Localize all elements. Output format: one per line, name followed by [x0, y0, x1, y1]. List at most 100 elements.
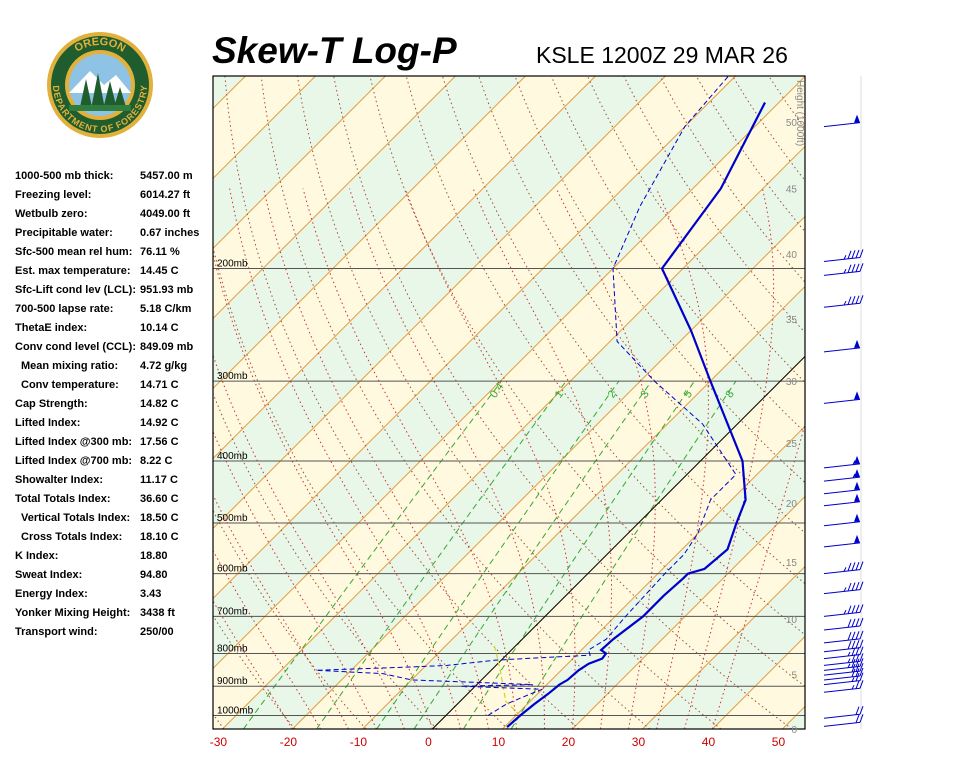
wind-barb-shaft [823, 398, 861, 404]
isotherm-line [502, 425, 805, 729]
isotherm-line [572, 495, 805, 729]
wind-barb-shaft [823, 569, 861, 575]
wind-barb-flag [859, 604, 864, 613]
wind-barb-flag [855, 640, 860, 649]
wind-barb-flag [847, 640, 852, 650]
wind-barb-pennant [854, 455, 860, 464]
dry-adiabat [213, 509, 367, 729]
height-tick-label: 30 [786, 377, 798, 388]
wind-barb-flag [859, 706, 864, 715]
wind-barb-flag [851, 618, 856, 628]
temperature-trace [506, 101, 766, 728]
stat-label: Sfc-Lift cond lev (LCL): [15, 284, 136, 296]
wind-barb-shaft [823, 542, 861, 548]
dry-adiabat [369, 76, 805, 688]
isobar-label: 200mb [217, 258, 248, 269]
logo-ground [69, 105, 131, 111]
wind-barb-half-flag [847, 658, 851, 663]
isobar-label: 900mb [217, 676, 248, 687]
height-tick-label: 5 [791, 671, 797, 682]
wind-barb-flag [855, 249, 860, 259]
wind-barb-flag [851, 582, 856, 591]
dry-adiabat [405, 76, 805, 636]
wind-barb-flag [859, 714, 864, 723]
logo-top-text: OREGON [73, 36, 128, 55]
wind-barb-flag [859, 680, 864, 689]
logo-tree-1 [80, 79, 92, 107]
isobar-label: 1000mb [217, 705, 254, 716]
wind-barb [823, 667, 864, 681]
isobar-label: 600mb [217, 564, 248, 575]
stat-value: 5.18 C/km [140, 303, 192, 315]
isobar-label: 300mb [217, 371, 248, 382]
wind-barb-flag [859, 658, 864, 667]
isotherm-line [213, 76, 526, 390]
wind-barb-shaft [823, 463, 861, 469]
wind-barb [823, 249, 864, 262]
wind-barb [823, 339, 861, 353]
mixing-ratio-label: 5 [682, 388, 695, 400]
stat-value: 849.09 mb [140, 341, 194, 353]
stat-label: ThetaE index: [15, 322, 88, 334]
mixing-ratio-label: 1 [553, 388, 566, 400]
dry-adiabat [213, 245, 509, 729]
wind-barb-flag [847, 562, 852, 572]
wind-barb-flag [855, 631, 860, 640]
wind-barb [823, 646, 864, 660]
wind-barb-shaft [823, 675, 861, 681]
stat-value: 14.71 C [140, 379, 179, 391]
mixing-ratio-line [510, 380, 737, 729]
stat-value: 8.22 C [140, 455, 173, 467]
wind-barb [823, 604, 864, 617]
wind-barb-shaft [823, 680, 861, 686]
stat-label: Mean mixing ratio: [21, 360, 119, 372]
wind-barb-shaft [823, 611, 861, 617]
wind-barb [823, 561, 864, 575]
x-tick-label: 40 [702, 735, 716, 749]
wind-barb-flag [851, 668, 856, 678]
stat-value: 5457.00 m [140, 170, 193, 182]
wind-barb-shaft [823, 654, 861, 660]
wind-barb-flag [859, 249, 864, 258]
stat-value: 76.11 % [140, 246, 180, 258]
wind-barb [823, 680, 864, 693]
wind-barb-shaft [823, 476, 861, 482]
dry-adiabat [260, 76, 651, 729]
station-time-label: KSLE 1200Z 29 MAR 26 [536, 42, 788, 68]
wind-barb [823, 481, 861, 495]
dry-adiabat [914, 76, 960, 729]
x-tick-label: 50 [772, 735, 786, 749]
stat-value: 11.17 C [140, 474, 178, 486]
height-tick-label: 35 [786, 315, 798, 326]
stat-label: Total Totals Index: [15, 493, 111, 505]
dry-adiabat [950, 76, 960, 729]
isobar-label: 800mb [217, 643, 248, 654]
wind-barb-flag [855, 263, 860, 272]
wind-barb-shaft [823, 521, 861, 527]
wind-barb-flag [851, 631, 856, 640]
wind-barb-shaft [823, 687, 861, 693]
mixing-ratio-line [316, 380, 567, 729]
wind-barb [823, 391, 861, 404]
mixing-ratio-line [462, 380, 695, 729]
wind-barb-half-flag [843, 567, 847, 572]
wind-barb-half-flag [843, 609, 847, 615]
wind-barb-flag [855, 663, 860, 672]
wind-barb-flag [851, 562, 856, 571]
dry-adiabat [841, 76, 960, 729]
wind-barb [823, 295, 864, 308]
wind-barb-flag [851, 250, 856, 259]
wind-barb-flag [851, 296, 856, 305]
wind-barb-flag [859, 581, 864, 590]
wind-barb-flag [859, 263, 864, 272]
stat-label: Conv temperature: [21, 379, 119, 391]
stat-value: 18.80 [140, 550, 168, 562]
dry-adiabat [224, 76, 580, 729]
stat-label: Conv cond level (CCL): [15, 341, 137, 353]
wind-barb-shaft [823, 670, 861, 676]
stat-value: 951.93 mb [140, 284, 194, 296]
wind-barb-shaft [823, 638, 861, 644]
wind-barb-half-flag [852, 473, 856, 479]
wind-barb [823, 581, 864, 595]
wind-barb-flag [855, 561, 860, 571]
